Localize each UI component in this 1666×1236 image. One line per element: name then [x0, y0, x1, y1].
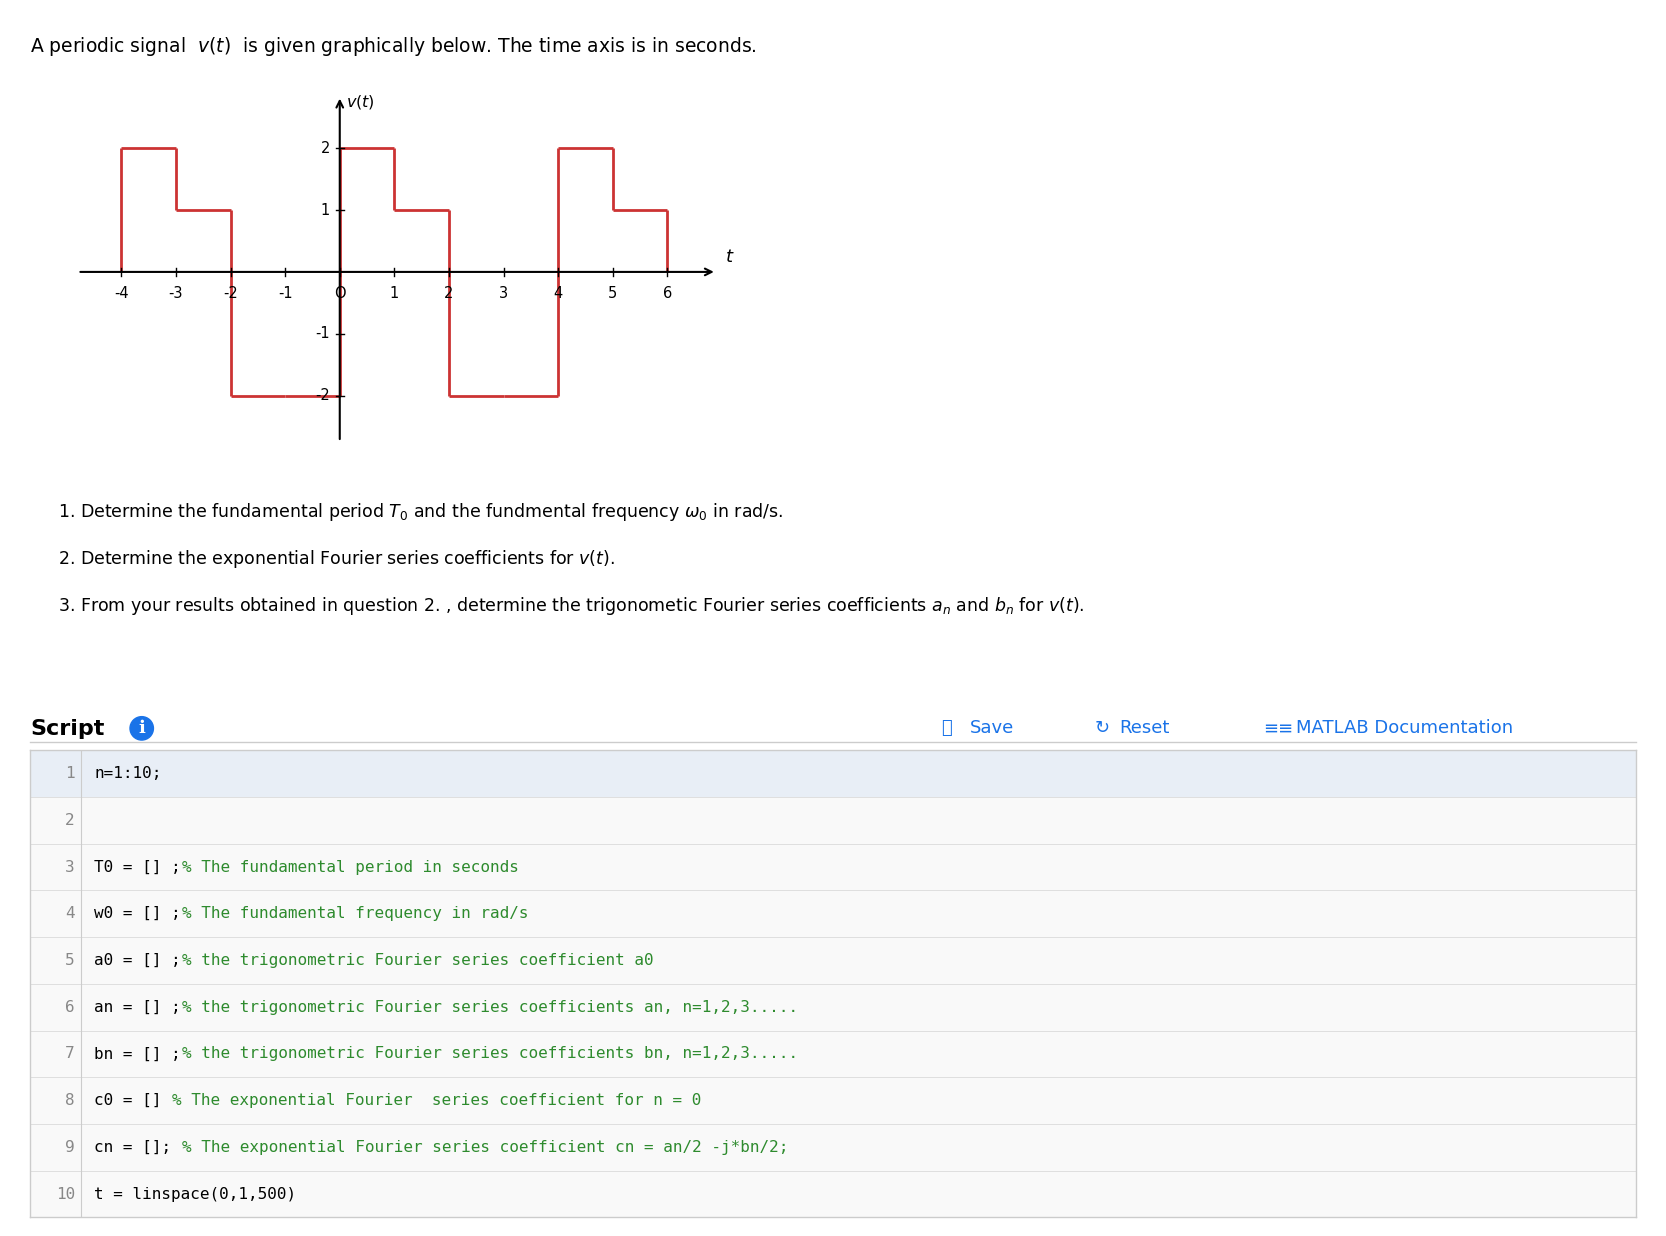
Text: 5: 5: [65, 953, 75, 968]
Text: % the trigonometric Fourier series coefficient a0: % the trigonometric Fourier series coeff…: [182, 953, 653, 968]
Text: % The fundamental frequency in rad/s: % The fundamental frequency in rad/s: [182, 906, 528, 921]
Text: 5: 5: [608, 286, 618, 300]
Text: w0 = [] ;: w0 = [] ;: [95, 906, 182, 921]
Text: 10: 10: [55, 1187, 75, 1201]
Text: bn = [] ;: bn = [] ;: [95, 1047, 182, 1062]
Text: n=1:10;: n=1:10;: [95, 766, 162, 781]
Text: % The exponential Fourier  series coefficient for n = 0: % The exponential Fourier series coeffic…: [172, 1093, 701, 1109]
Text: % the trigonometric Fourier series coefficients an, n=1,2,3.....: % the trigonometric Fourier series coeff…: [182, 1000, 798, 1015]
Text: $v(t)$: $v(t)$: [347, 93, 375, 111]
Text: $t$: $t$: [725, 247, 735, 266]
Text: T0 = [] ;: T0 = [] ;: [95, 859, 182, 875]
Text: 1. Determine the fundamental period $T_0$ and the fundmental frequency $\omega_0: 1. Determine the fundamental period $T_0…: [58, 501, 783, 523]
Text: -3: -3: [168, 286, 183, 300]
Text: O: O: [333, 286, 345, 300]
Text: 💾: 💾: [941, 719, 951, 738]
Text: A periodic signal  $v(t)$  is given graphically below. The time axis is in secon: A periodic signal $v(t)$ is given graphi…: [30, 35, 756, 58]
Text: % the trigonometric Fourier series coefficients bn, n=1,2,3.....: % the trigonometric Fourier series coeff…: [182, 1047, 798, 1062]
Text: Reset: Reset: [1120, 719, 1170, 738]
Text: -2: -2: [315, 388, 330, 403]
Text: 2: 2: [320, 141, 330, 156]
Text: c0 = []: c0 = []: [95, 1093, 172, 1109]
Text: 1: 1: [65, 766, 75, 781]
Text: 3: 3: [500, 286, 508, 300]
Text: an = [] ;: an = [] ;: [95, 1000, 182, 1015]
Text: Script: Script: [30, 719, 105, 739]
Text: ↻: ↻: [1095, 719, 1110, 738]
Text: 3. From your results obtained in question 2. , determine the trigonometic Fourie: 3. From your results obtained in questio…: [58, 595, 1085, 617]
Text: Save: Save: [970, 719, 1015, 738]
Text: 6: 6: [663, 286, 671, 300]
Text: -1: -1: [278, 286, 293, 300]
Text: a0 = [] ;: a0 = [] ;: [95, 953, 182, 968]
Text: 7: 7: [65, 1047, 75, 1062]
Text: ℹ: ℹ: [138, 719, 145, 738]
Text: ≡≡: ≡≡: [1263, 719, 1293, 738]
Text: cn = [];: cn = [];: [95, 1140, 182, 1154]
Text: -1: -1: [315, 326, 330, 341]
Text: 4: 4: [65, 906, 75, 921]
Text: -4: -4: [113, 286, 128, 300]
Text: 4: 4: [553, 286, 563, 300]
Text: 3: 3: [65, 859, 75, 875]
Text: 9: 9: [65, 1140, 75, 1154]
Text: 6: 6: [65, 1000, 75, 1015]
Text: % The exponential Fourier series coefficient cn = an/2 -j*bn/2;: % The exponential Fourier series coeffic…: [182, 1140, 788, 1154]
Bar: [30, 750, 1636, 797]
Text: 1: 1: [320, 203, 330, 218]
Text: 8: 8: [65, 1093, 75, 1109]
Text: t = linspace(0,1,500): t = linspace(0,1,500): [95, 1187, 297, 1201]
Text: 2. Determine the exponential Fourier series coefficients for $v(t)$.: 2. Determine the exponential Fourier ser…: [58, 548, 615, 570]
Text: 2: 2: [445, 286, 453, 300]
Text: MATLAB Documentation: MATLAB Documentation: [1296, 719, 1513, 738]
Text: -2: -2: [223, 286, 238, 300]
Text: % The fundamental period in seconds: % The fundamental period in seconds: [182, 859, 518, 875]
Text: 2: 2: [65, 813, 75, 828]
Text: 1: 1: [390, 286, 398, 300]
